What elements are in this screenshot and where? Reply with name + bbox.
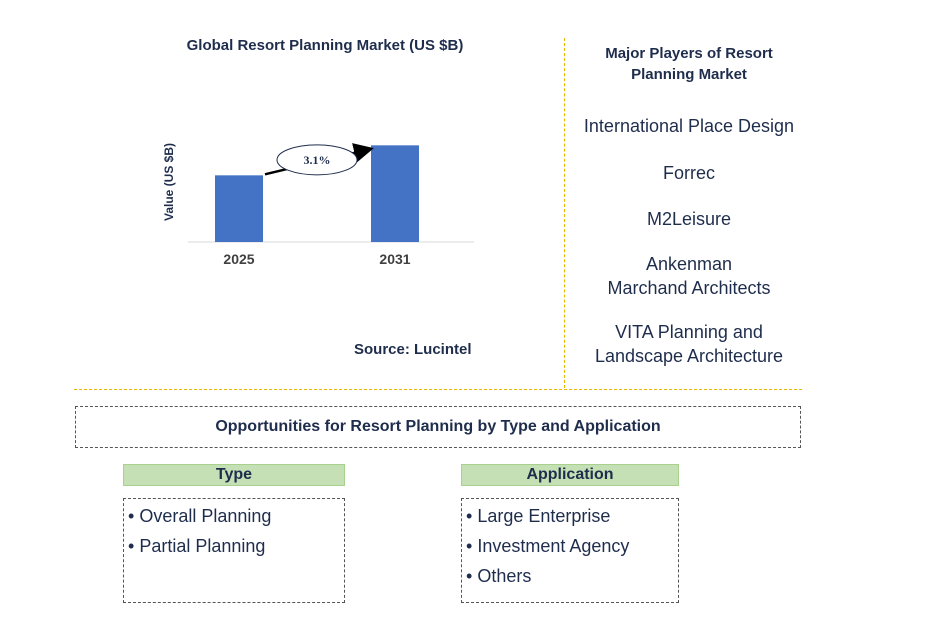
vertical-divider — [564, 38, 565, 388]
bar-2025 — [215, 175, 263, 242]
type-header: Type — [123, 464, 345, 486]
y-axis-label: Value (US $B) — [162, 143, 176, 221]
list-item: Overall Planning — [128, 501, 344, 531]
growth-label: 3.1% — [304, 153, 331, 167]
list-item: Partial Planning — [128, 531, 344, 561]
players-heading: Major Players of Resort Planning Market — [605, 45, 773, 83]
chart-title: Global Resort Planning Market (US $B) — [186, 37, 464, 54]
bar-chart: Value (US $B) 2025 2031 3.1% — [162, 143, 474, 267]
application-header: Application — [461, 464, 679, 486]
growth-bubble — [276, 144, 358, 176]
opportunities-heading: Opportunities for Resort Planning by Typ… — [75, 406, 801, 448]
player-item: VITA Planning and Landscape Architecture — [594, 322, 784, 366]
application-list: Large Enterprise Investment Agency Other… — [461, 498, 679, 603]
player-item: M2Leisure — [646, 209, 732, 229]
type-list: Overall Planning Partial Planning — [123, 498, 345, 603]
bar-2031 — [371, 145, 419, 242]
list-item: Large Enterprise — [466, 501, 678, 531]
x-tick-label: 2031 — [379, 251, 410, 267]
player-item: Forrec — [662, 163, 715, 183]
list-item: Others — [466, 561, 678, 591]
horizontal-divider — [74, 389, 802, 390]
player-item: Ankenman Marchand Architects — [607, 254, 771, 298]
source-note: Source: Lucintel — [354, 341, 472, 358]
list-item: Investment Agency — [466, 531, 678, 561]
player-item: International Place Design — [583, 116, 795, 136]
x-tick-label: 2025 — [223, 251, 254, 267]
